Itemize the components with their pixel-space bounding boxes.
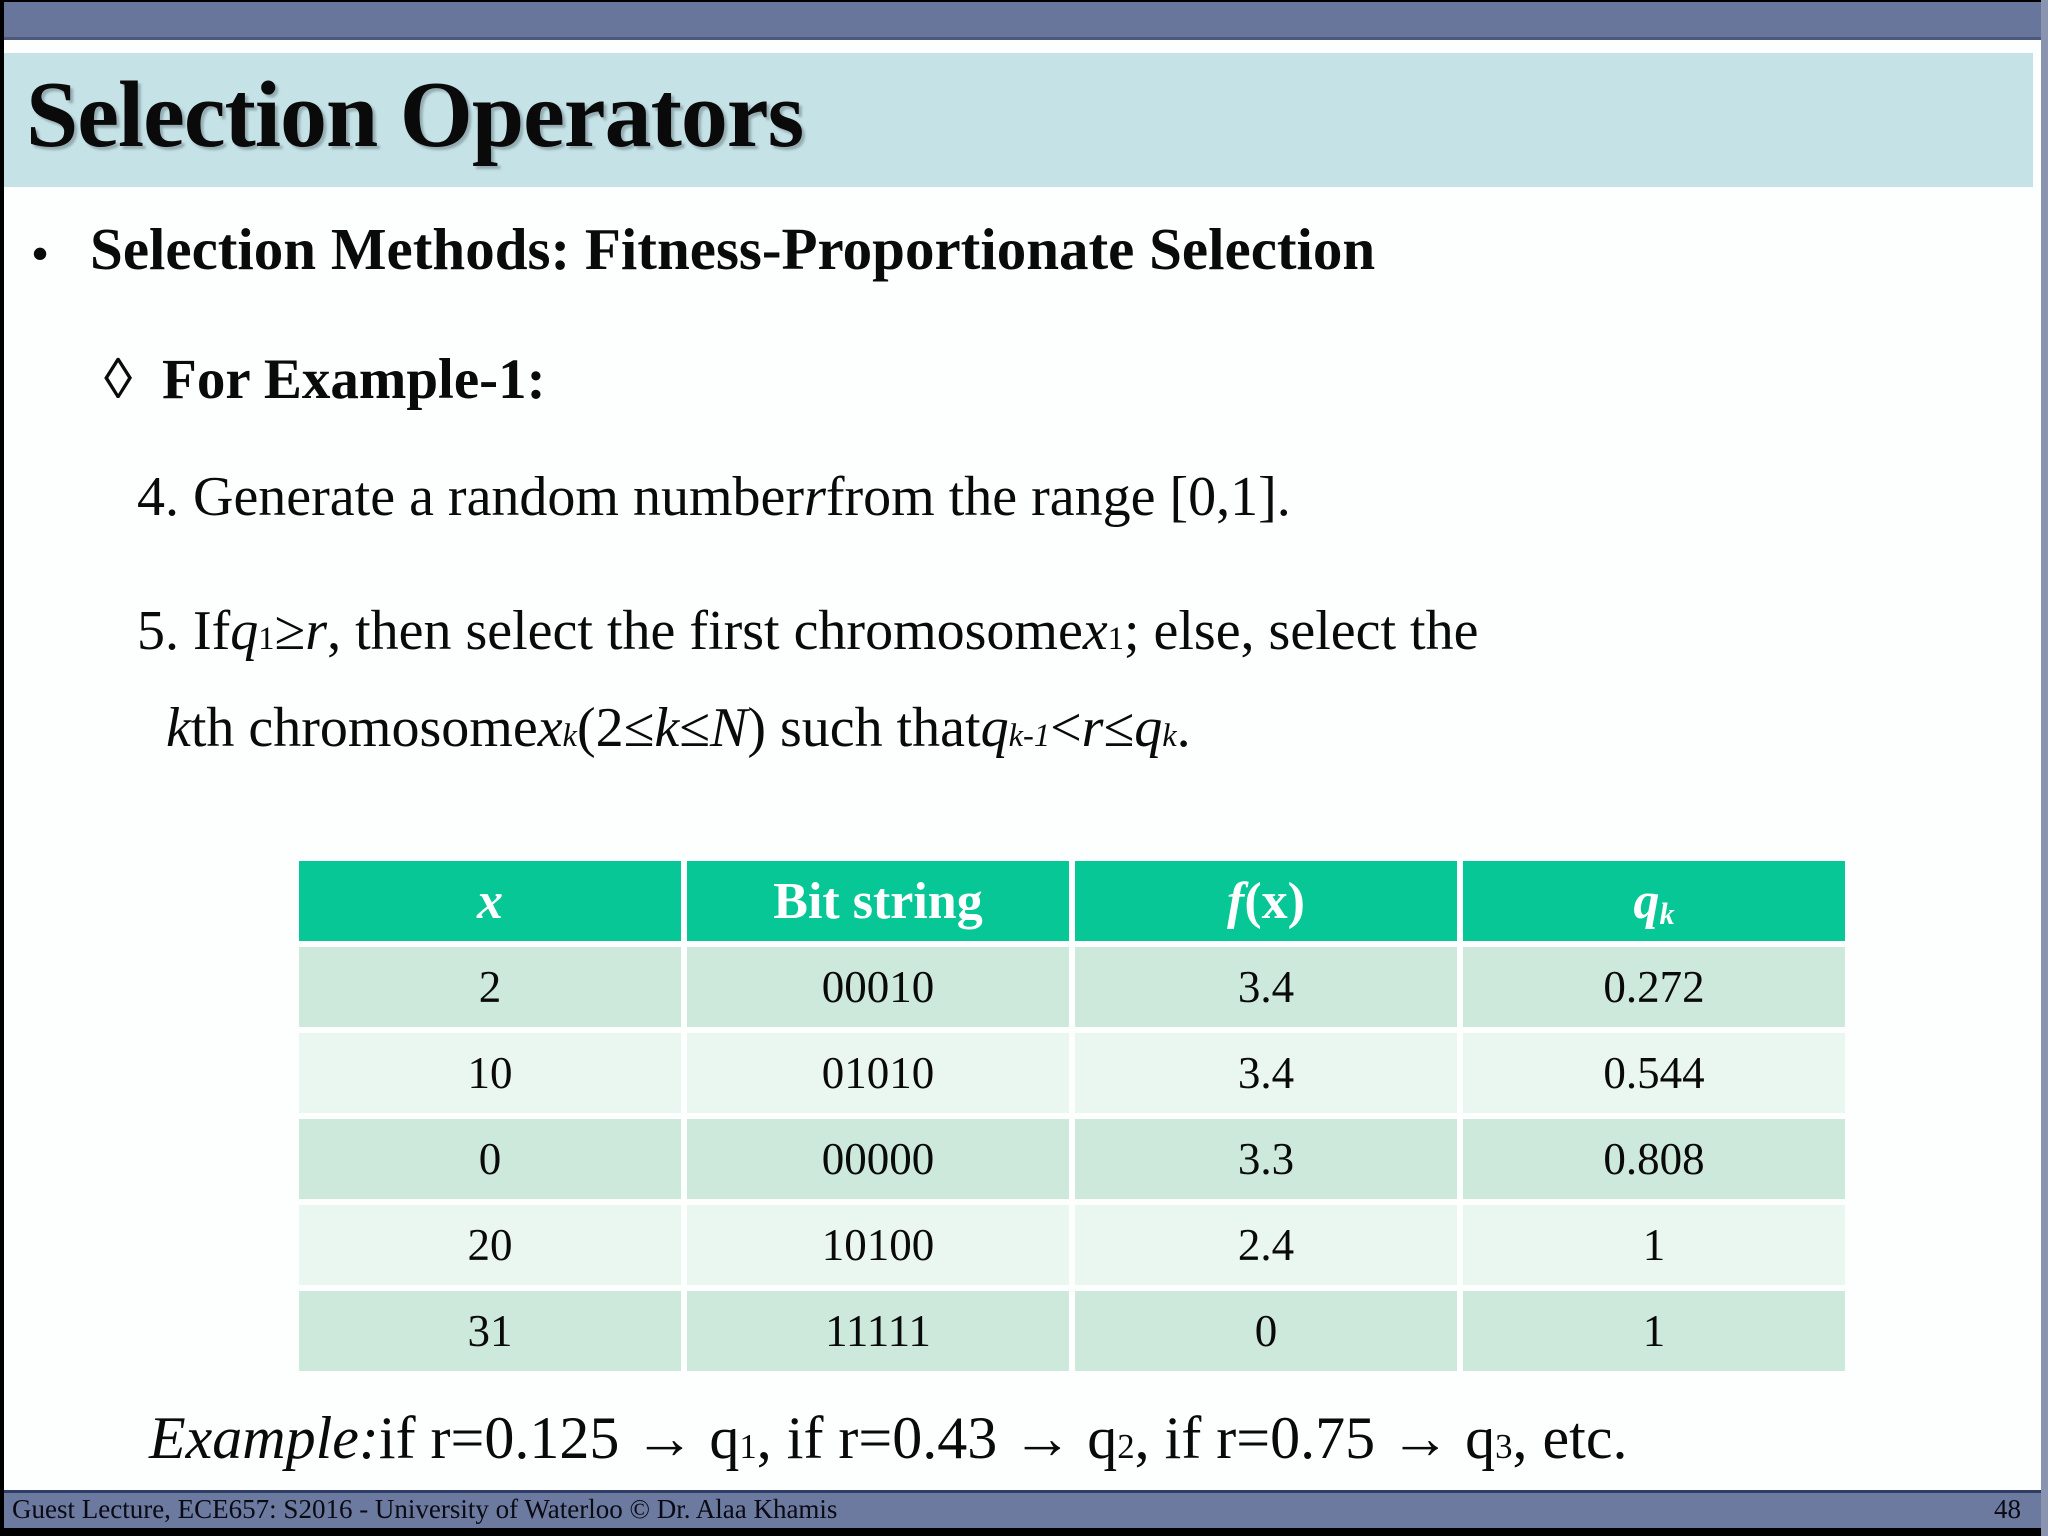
table-cell: 0 (299, 1119, 681, 1199)
table-row: 2 00010 3.4 0.272 (299, 947, 1845, 1027)
table-row: 0 00000 3.3 0.808 (299, 1119, 1845, 1199)
fitness-table-head: x Bit string f(x) qk (299, 861, 1845, 941)
col-header-x: x (299, 861, 681, 941)
top-bar (4, 2, 2041, 40)
table-row: 10 01010 3.4 0.544 (299, 1033, 1845, 1113)
table-cell: 01010 (687, 1033, 1069, 1113)
bullet-selection-methods-label: Selection Methods: Fitness-Proportionate… (90, 216, 1376, 282)
diamond-bullet-icon: ◊ (104, 348, 133, 411)
table-cell: 0.272 (1463, 947, 1845, 1027)
table-cell: 2.4 (1075, 1205, 1457, 1285)
table-cell: 10100 (687, 1205, 1069, 1285)
table-header-row: x Bit string f(x) qk (299, 861, 1845, 941)
col-header-fx: f(x) (1075, 861, 1457, 941)
table-cell: 10 (299, 1033, 681, 1113)
page-title: Selection Operators (26, 63, 804, 167)
slide: Selection Operators • Selection Methods:… (4, 2, 2041, 1528)
table-cell: 31 (299, 1291, 681, 1371)
table-cell: 0.808 (1463, 1119, 1845, 1199)
step-5-line-1: 5. If q 1 ≥ r, then select the first chromo… (137, 600, 1479, 662)
table-cell: 0.544 (1463, 1033, 1845, 1113)
page-number: 48 (1994, 1494, 2021, 1524)
table-cell: 3.4 (1075, 947, 1457, 1027)
table-cell: 3.4 (1075, 1033, 1457, 1113)
table-row: 31 11111 0 1 (299, 1291, 1845, 1371)
col-header-bit-string: Bit string (687, 861, 1069, 941)
bullet-for-example-label: For Example-1: (162, 348, 546, 411)
fitness-table: x Bit string f(x) qk 2 00010 3.4 0.272 10 010… (293, 855, 1851, 1377)
table-body: 2 00010 3.4 0.272 10 01010 3.4 0.544 0 00000 3.3 0.… (299, 947, 1845, 1371)
step-4-text: 4. Generate a random number r from the r… (137, 466, 1291, 528)
table-row: 20 10100 2.4 1 (299, 1205, 1845, 1285)
table-cell: 0 (1075, 1291, 1457, 1371)
footer-credit: Guest Lecture, ECE657: S2016 - Universit… (12, 1494, 838, 1524)
footer-bar: Guest Lecture, ECE657: S2016 - Universit… (4, 1490, 2041, 1528)
table-cell: 3.3 (1075, 1119, 1457, 1199)
bullet-selection-methods: • Selection Methods: Fitness-Proportiona… (32, 215, 1375, 284)
bullet-dot-icon: • (32, 228, 49, 279)
col-header-qk: qk (1463, 861, 1845, 941)
title-band: Selection Operators (4, 53, 2033, 187)
table-cell: 20 (299, 1205, 681, 1285)
table-cell: 11111 (687, 1291, 1069, 1371)
right-edge-strip (2041, 0, 2048, 1536)
table-cell: 1 (1463, 1291, 1845, 1371)
table-cell: 00010 (687, 947, 1069, 1027)
bullet-for-example: ◊ For Example-1: (104, 347, 546, 412)
table-cell: 1 (1463, 1205, 1845, 1285)
table-cell: 00000 (687, 1119, 1069, 1199)
table-cell: 2 (299, 947, 681, 1027)
